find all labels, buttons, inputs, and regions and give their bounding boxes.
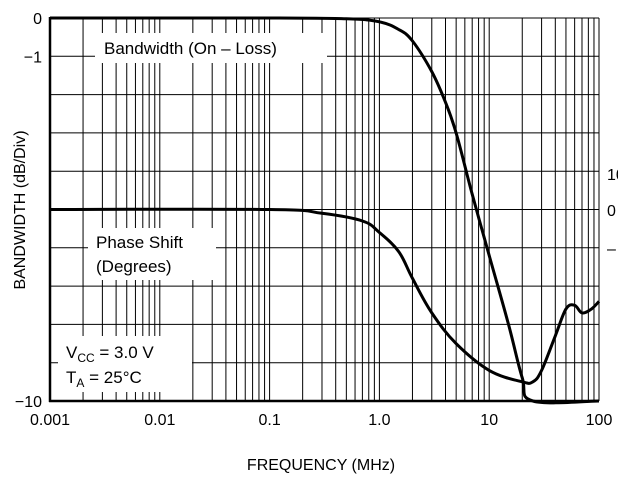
phase-label-bg: [88, 228, 216, 280]
y-axis-title: BANDWIDTH (dB/Div): [12, 130, 29, 289]
x-tick-label: 0.01: [144, 412, 175, 429]
labels: FREQUENCY (MHz) BANDWIDTH (dB/Div) Bandw…: [12, 33, 395, 474]
x-axis-title: FREQUENCY (MHz): [247, 457, 395, 474]
x-tick-label: 100: [586, 412, 613, 429]
y-tick-label: −1: [24, 49, 42, 66]
conditions-label-bg: [58, 336, 192, 392]
right-tick-label: 0: [607, 203, 616, 220]
right-tick-label: 10: [607, 167, 618, 184]
phase-series-label-units: (Degrees): [96, 257, 172, 276]
phase-shift-curve: [49, 207, 601, 385]
curves: [49, 16, 601, 405]
x-tick-label: 1.0: [368, 412, 390, 429]
right-tick-label: –: [607, 241, 616, 258]
ta-condition: TA = 25°C: [66, 368, 142, 390]
y-tick-label: 0: [33, 11, 42, 28]
phase-series-label: Phase Shift: [96, 233, 183, 252]
vcc-condition: VCC = 3.0 V: [66, 343, 154, 365]
y-tick-label: −10: [15, 394, 42, 411]
bandwidth-label-bg: [95, 33, 327, 63]
x-tick-label: 10: [480, 412, 498, 429]
bandwidth-series-label: Bandwidth (On – Loss): [104, 39, 277, 58]
x-tick-label: 0.001: [30, 412, 70, 429]
x-tick-label: 0.1: [258, 412, 280, 429]
bandwidth-curve: [50, 16, 600, 405]
